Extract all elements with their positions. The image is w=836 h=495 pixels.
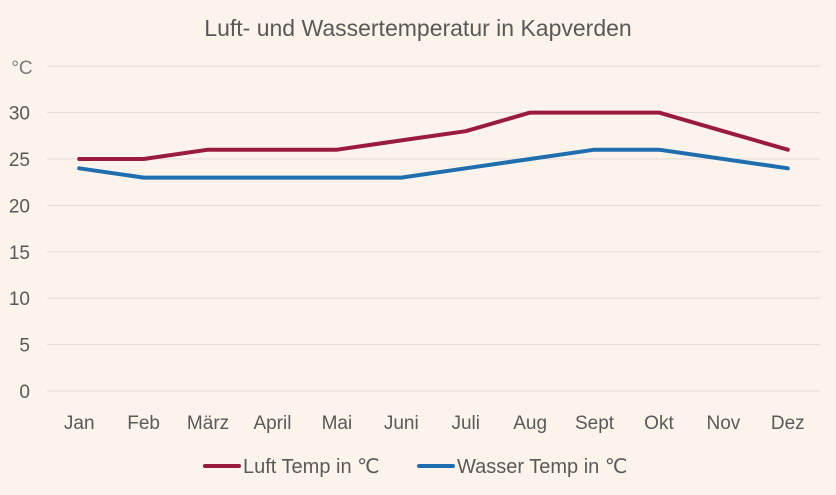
legend: Luft Temp in ℃ Wasser Temp in ℃ [203, 456, 627, 478]
y-tick-label: 30 [9, 104, 30, 125]
y-tick-label: 0 [19, 382, 30, 403]
x-tick-label: März [187, 413, 229, 434]
y-axis-unit-label: °C [11, 58, 32, 79]
series-line-air [77, 110, 790, 161]
x-tick-label: Okt [644, 413, 674, 434]
gridlines [47, 65, 820, 392]
y-tick-label: 10 [9, 289, 30, 310]
x-axis-ticks: Jan Feb März April Mai Juni Juli Aug Sept Okt Nov D… [64, 413, 805, 434]
x-tick-label: Jan [64, 413, 95, 434]
x-tick-label: Dez [771, 413, 805, 434]
legend-label: Wasser Temp in ℃ [457, 456, 627, 478]
series-line-water [77, 147, 790, 180]
legend-label: Luft Temp in ℃ [243, 456, 380, 478]
x-tick-label: Nov [706, 413, 740, 434]
x-tick-label: Juni [384, 413, 419, 434]
y-tick-label: 20 [9, 196, 30, 217]
x-tick-label: April [253, 413, 291, 434]
y-tick-label: 25 [9, 150, 30, 171]
x-tick-label: Mai [322, 413, 353, 434]
x-tick-label: Aug [513, 413, 547, 434]
series-lines [77, 110, 790, 180]
x-tick-label: Sept [575, 413, 615, 434]
y-tick-label: 15 [9, 243, 30, 264]
y-tick-label: 5 [19, 336, 30, 357]
y-axis-ticks: 0 5 10 15 20 25 30 [9, 104, 30, 403]
x-tick-label: Feb [127, 413, 160, 434]
x-tick-label: Juli [451, 413, 480, 434]
chart-title: Luft- und Wassertemperatur in Kapverden [204, 15, 631, 41]
